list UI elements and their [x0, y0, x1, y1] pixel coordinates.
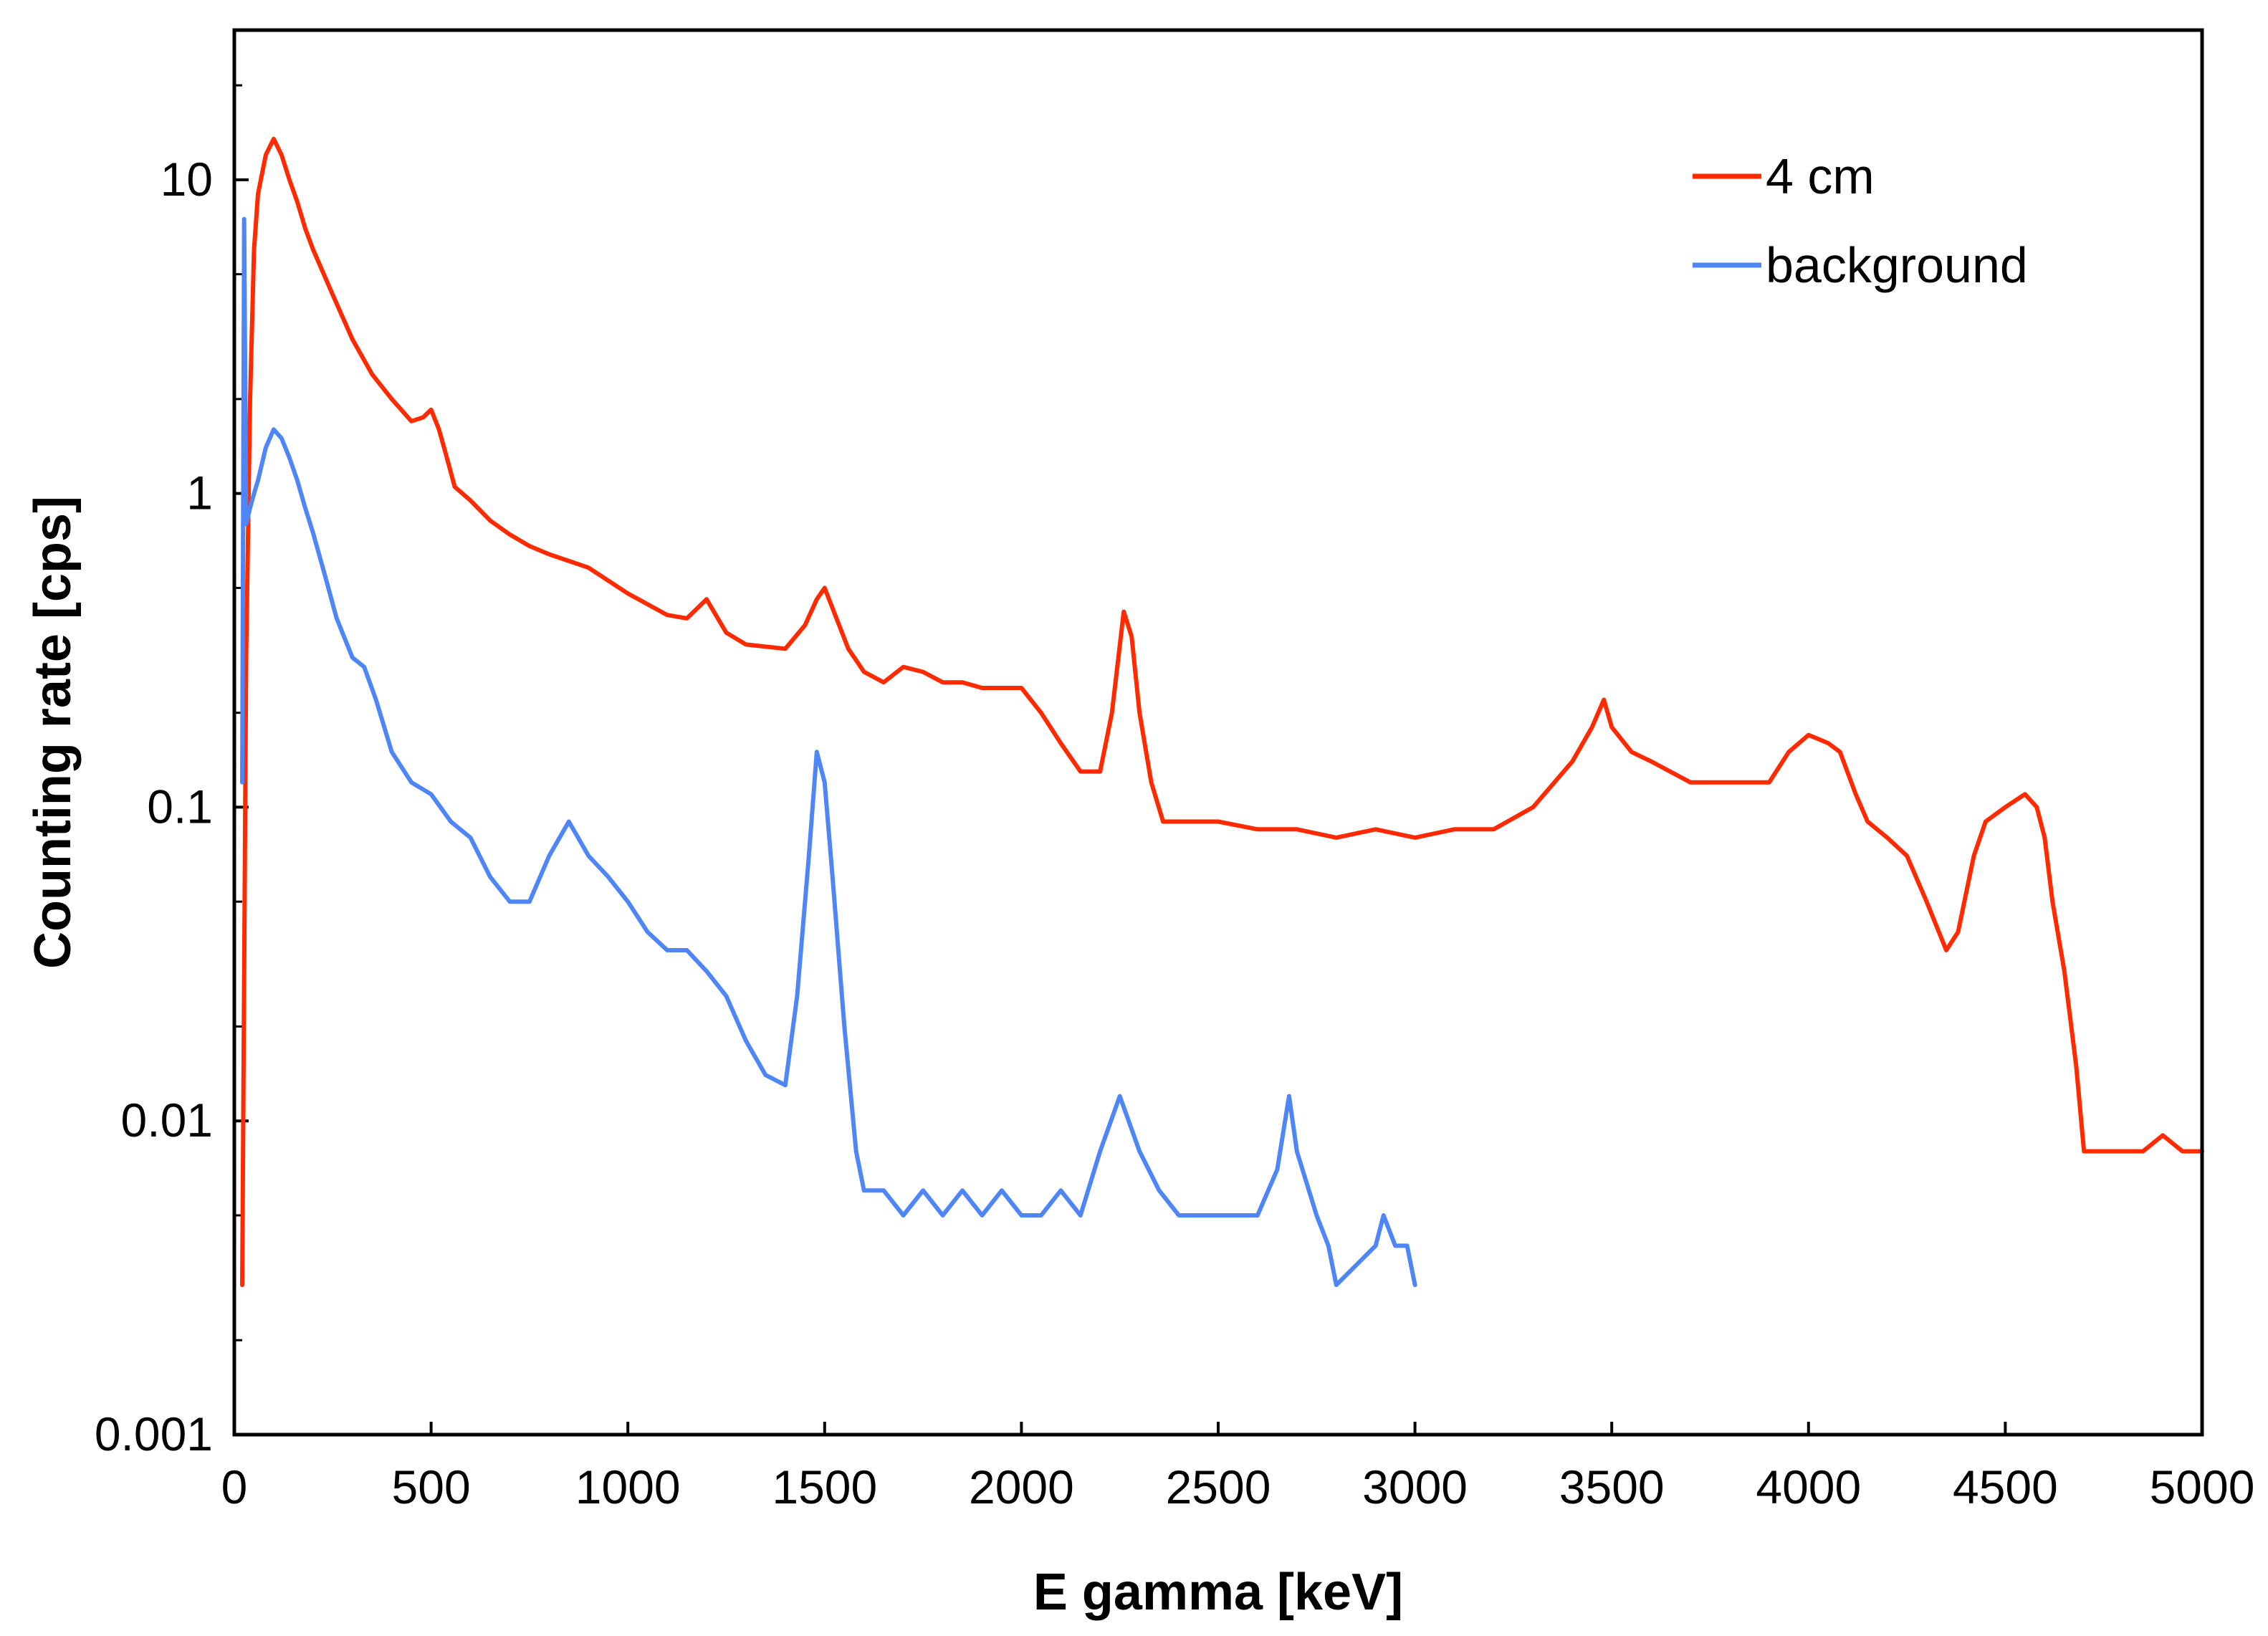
y-tick-label: 1 — [186, 467, 213, 520]
x-tick-label: 1500 — [772, 1460, 877, 1513]
y-tick-label: 10 — [161, 153, 213, 206]
y-tick-label: 0.001 — [95, 1407, 213, 1460]
x-tick-label: 2500 — [1166, 1460, 1271, 1513]
legend-label: 4 cm — [1766, 148, 1875, 204]
x-tick-label: 500 — [392, 1460, 471, 1513]
x-tick-label: 3000 — [1362, 1460, 1468, 1513]
x-tick-label: 3500 — [1559, 1460, 1665, 1513]
legend-label: background — [1766, 237, 2028, 293]
plot-frame — [232, 28, 2204, 1437]
y-tick-label: 0.01 — [121, 1094, 213, 1147]
x-tick-label: 1000 — [575, 1460, 681, 1513]
x-axis-ticks: 0 500 1000 1500 2000 2500 3000 3500 4000 4500 5000 — [221, 1422, 2255, 1513]
x-axis-title: E gamma [keV] — [1033, 1564, 1403, 1621]
y-axis-title: Counting rate [cps] — [24, 496, 82, 969]
x-tick-label: 5000 — [2150, 1460, 2255, 1513]
x-tick-label: 4500 — [1953, 1460, 2058, 1513]
y-axis-ticks: 0.001 0.01 0.1 1 10 — [95, 153, 249, 1460]
legend: 4 cm background — [1693, 148, 2028, 293]
series-line-secondary — [240, 216, 1417, 1288]
y-tick-label: 0.1 — [147, 780, 213, 833]
x-tick-label: 0 — [221, 1460, 248, 1513]
x-tick-label: 2000 — [969, 1460, 1074, 1513]
series-line-primary — [240, 136, 2204, 1288]
x-tick-label: 4000 — [1756, 1460, 1861, 1513]
plot-series — [240, 136, 2204, 1288]
